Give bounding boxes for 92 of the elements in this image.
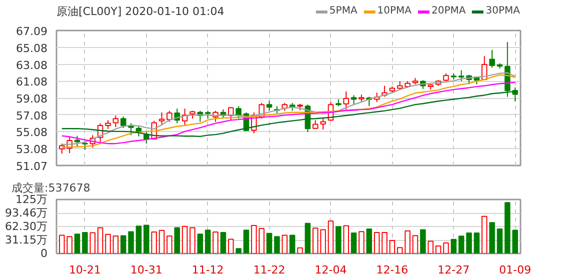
candlestick [350,94,357,106]
candlestick [458,70,464,82]
x-tick-label: 10-21 [68,264,101,276]
x-tick-label: 01-09 [499,264,532,276]
x-tick-label: 11-22 [253,264,286,276]
candlestick [228,106,234,121]
bar [197,234,204,254]
candlestick [74,135,80,148]
legend-label: 5PMA [329,6,358,16]
bar [496,228,503,254]
candlestick [343,90,349,110]
legend-label: 20PMA [432,6,466,16]
candlestick [120,116,126,128]
bar [389,240,396,254]
bar [204,230,211,254]
bar [382,232,388,254]
bar [166,236,172,254]
y-tick-label: 62.30万 [5,220,48,234]
y-tick-label: 55.08 [16,126,48,140]
bar [228,238,234,254]
bar [297,247,303,254]
bar [151,231,157,254]
bar [274,236,280,254]
y-tick-label: 63.08 [16,58,48,72]
bar [144,224,150,254]
x-tick-label: 11-12 [192,264,224,276]
bar [174,227,180,254]
bar [358,231,364,254]
bar [450,238,457,254]
bar [374,232,380,254]
candlestick [489,49,495,68]
bar [412,235,418,254]
bar [443,242,449,254]
text: 成交量:537678 [12,182,90,194]
bar [289,234,296,254]
bar [366,228,372,254]
candlestick [158,112,165,126]
bar [182,226,188,254]
candlestick [166,110,172,122]
bar [82,232,88,254]
y-tick-label: 65.08 [16,42,48,55]
bar [90,232,96,254]
y-tick-label: 57.08 [16,109,48,122]
bar [120,235,126,254]
candlestick [266,100,272,112]
legend-label: 10PMA [377,6,412,16]
x-tick-label: 10-31 [130,264,162,276]
bar [282,234,288,254]
bar [74,234,80,254]
bar [304,222,311,254]
bar [428,240,434,254]
y-tick-label: 59.08 [16,92,48,106]
bar [266,232,272,254]
bar [128,231,134,254]
bar [458,236,464,254]
bar [328,220,334,254]
bar [350,232,357,254]
bar [420,229,426,254]
candlestick [482,56,488,81]
bar [112,236,119,254]
x-tick-label: 12-04 [314,264,347,276]
bar [435,246,442,254]
y-tick-label: 67.09 [16,25,48,38]
y-tick-label: 31.15万 [5,234,48,247]
bar [482,216,488,254]
x-tick-label: 12-16 [376,264,408,276]
y-tick-label: 0 [40,247,48,260]
candlestick [112,115,119,128]
bar [212,231,218,254]
bar [136,226,142,254]
bar [489,222,495,254]
y-tick-label: 125万 [16,193,48,206]
chart-title: 原油[CL00Y] 2020-01-10 01:04 [56,5,224,18]
bar [105,234,111,254]
legend-label: 30PMA [486,6,520,16]
y-tick-label: 93.46万 [5,206,48,220]
y-tick-label: 51.07 [16,160,48,173]
x-tick-label: 12-27 [438,264,470,276]
bar [158,230,165,254]
bar [343,225,349,254]
bar [236,248,242,254]
bar [190,227,196,254]
bar [220,232,226,254]
candlestick [236,106,242,120]
bar [474,232,480,254]
y-tick-label: 53.08 [16,143,48,156]
bar [336,226,342,254]
candlestick [320,118,326,130]
bar [97,227,104,254]
bar [466,232,472,254]
y-tick-label: 61.08 [16,76,48,89]
bar [243,230,250,254]
